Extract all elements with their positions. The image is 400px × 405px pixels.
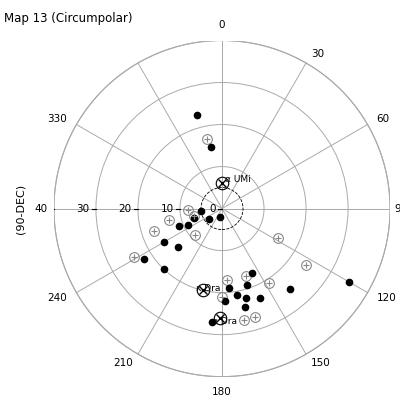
Text: 120: 120 [377, 293, 396, 303]
Text: (90-DEC): (90-DEC) [15, 183, 25, 234]
Text: 240: 240 [48, 293, 67, 303]
Text: 60: 60 [377, 114, 390, 124]
Text: 40: 40 [34, 204, 48, 213]
Text: Map 13 (Circumpolar): Map 13 (Circumpolar) [4, 12, 132, 25]
Text: α Dra: α Dra [212, 317, 237, 326]
Text: 20: 20 [118, 204, 132, 213]
Text: α UMi: α UMi [224, 175, 250, 184]
Text: 150: 150 [311, 358, 331, 368]
Text: 0: 0 [209, 204, 216, 213]
Text: 90: 90 [394, 204, 400, 213]
Text: 10: 10 [160, 204, 174, 213]
Text: 330: 330 [48, 114, 67, 124]
Text: 30: 30 [311, 49, 324, 59]
Text: κ Dra: κ Dra [196, 284, 220, 293]
Text: 0: 0 [219, 20, 225, 30]
Text: 210: 210 [113, 358, 133, 368]
Text: 30: 30 [76, 204, 90, 213]
Text: 180: 180 [212, 387, 232, 397]
